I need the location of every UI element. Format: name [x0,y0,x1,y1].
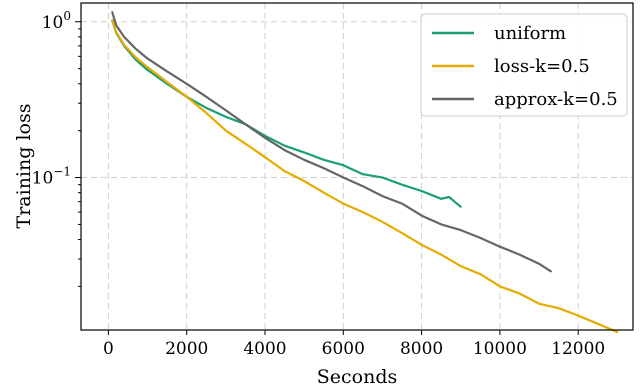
x-tick-label: 12000 [551,339,605,359]
y-tick-label: 10−1 [32,165,71,189]
x-axis: 0 2000 4000 6000 8000 10000 12000 [103,330,605,359]
series-line-approx-k=0.5 [111,11,552,273]
x-tick-label: 0 [103,339,114,359]
legend-label: loss-k=0.5 [494,56,590,77]
series-line-loss-k=0.5 [111,19,619,334]
x-tick-label: 4000 [243,339,286,359]
x-axis-label: Seconds [317,366,398,388]
legend: uniform loss-k=0.5 approx-k=0.5 [420,13,628,117]
series-line-uniform [111,19,462,208]
x-tick-label: 8000 [400,339,443,359]
x-tick-label: 2000 [165,339,208,359]
plot-frame [80,2,634,331]
x-tick-label: 6000 [322,339,365,359]
x-tick-label: 10000 [473,339,527,359]
y-axis: 100 10−1 [32,9,81,287]
y-tick-label: 100 [42,9,71,33]
series-lines [111,11,619,334]
legend-label: approx-k=0.5 [494,89,618,110]
legend-label: uniform [494,23,566,44]
y-axis-label: Training loss [13,104,35,229]
legend-box [420,13,628,117]
